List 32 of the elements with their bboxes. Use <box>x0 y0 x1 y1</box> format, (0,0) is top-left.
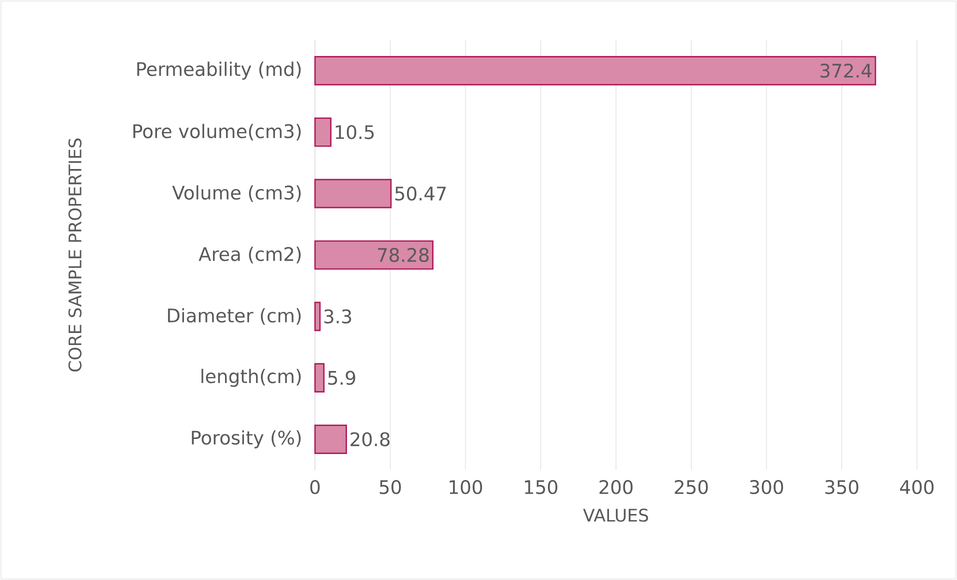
data-label: 5.9 <box>328 370 356 385</box>
data-label: 78.28 <box>378 248 429 262</box>
y-tick-label: Diameter (cm) <box>168 308 301 325</box>
x-tick-label: 200 <box>600 480 633 494</box>
y-tick-label: Porosity (%) <box>192 430 301 448</box>
data-label: 10.5 <box>336 125 374 140</box>
y-tick-label: length(cm) <box>202 368 301 387</box>
bar <box>314 424 347 454</box>
x-tick-label: 50 <box>380 480 401 494</box>
x-tick-label: 100 <box>450 480 482 494</box>
y-tick-label: Volume (cm3) <box>172 185 301 202</box>
bar <box>314 117 332 147</box>
y-tick-label: Pore volume(cm3) <box>133 124 301 140</box>
x-tick-label: 300 <box>750 480 784 494</box>
bar <box>314 56 876 86</box>
x-tick-label: 150 <box>524 480 558 494</box>
bar <box>314 178 392 208</box>
data-label: 3.3 <box>324 309 352 324</box>
y-tick-label: Area (cm2) <box>198 246 301 264</box>
data-label: 372.4 <box>820 64 872 78</box>
x-tick-label: 350 <box>825 480 858 494</box>
bar <box>314 363 325 393</box>
y-tick-label: Permeability (md) <box>137 62 301 80</box>
x-tick-label: 250 <box>674 480 708 494</box>
x-axis-title: VALUES <box>583 508 648 522</box>
data-label: 50.47 <box>395 186 446 201</box>
bar <box>314 240 434 270</box>
bar <box>314 302 321 332</box>
x-tick-label: 0 <box>310 480 320 494</box>
data-label: 20.8 <box>350 432 390 446</box>
x-tick-label: 400 <box>900 480 934 494</box>
y-axis-title: CORE SAMPLE PROPERTIES <box>68 138 82 372</box>
